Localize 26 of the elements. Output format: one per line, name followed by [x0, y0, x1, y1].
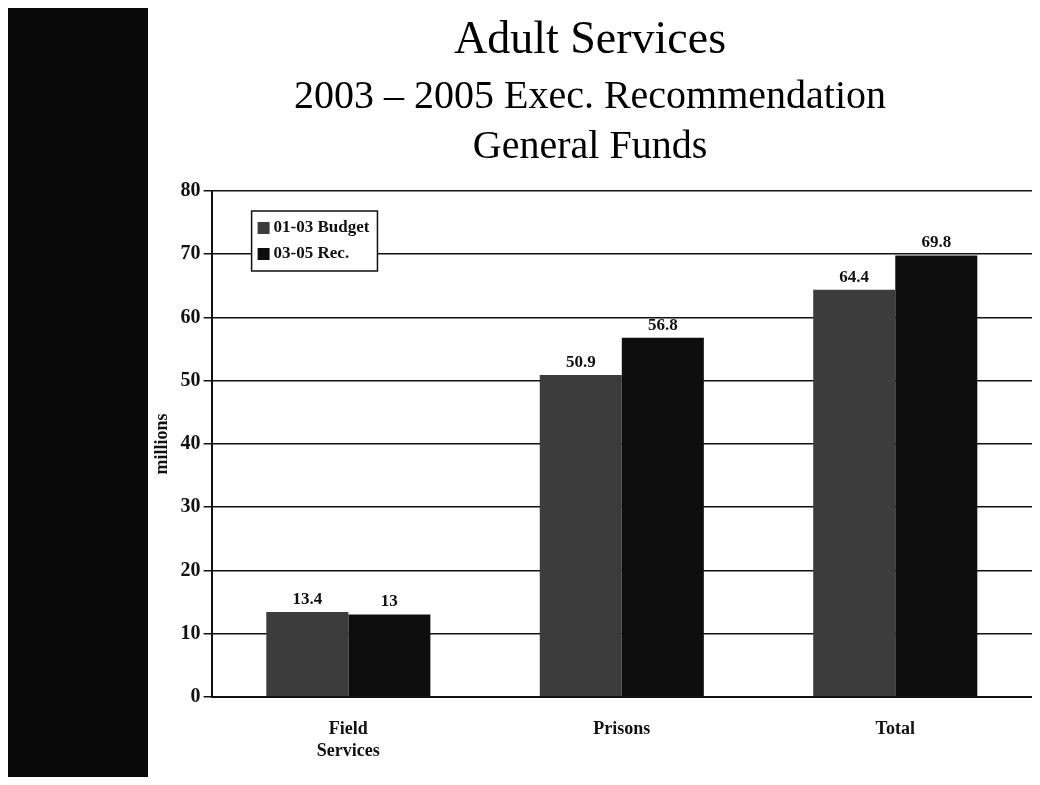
data-label: 13: [380, 591, 398, 611]
y-tick-label: 50: [180, 367, 201, 390]
chart-subtitle: 2003 – 2005 Exec. Recommendation General Funds: [292, 71, 888, 169]
data-label: 69.8: [921, 232, 952, 252]
chart-title: Adult Services: [452, 12, 728, 64]
y-tick-label: 10: [180, 620, 201, 643]
data-label: 64.4: [839, 266, 870, 286]
data-label: 50.9: [565, 351, 596, 371]
y-tick-label: 70: [180, 241, 201, 264]
y-tick-label: 60: [180, 304, 201, 327]
bar: [266, 612, 349, 697]
legend-label: 03-05 Rec.: [273, 243, 350, 263]
bar: [539, 374, 622, 697]
x-tick-label: Field Services: [316, 718, 380, 760]
y-tick-label: 20: [180, 557, 201, 580]
y-tick-label: 0: [190, 683, 201, 706]
data-label: 13.4: [292, 588, 323, 608]
y-tick-label: 30: [180, 494, 201, 517]
y-tick-label: 40: [180, 431, 201, 454]
y-axis-title: millions: [151, 413, 172, 475]
y-tick-label: 80: [180, 178, 201, 201]
legend-label: 01-03 Budget: [273, 217, 370, 237]
data-label: 56.8: [647, 314, 678, 334]
x-tick-label: Prisons: [593, 718, 651, 739]
bar: [813, 289, 896, 697]
x-tick-label: Total: [875, 718, 915, 739]
